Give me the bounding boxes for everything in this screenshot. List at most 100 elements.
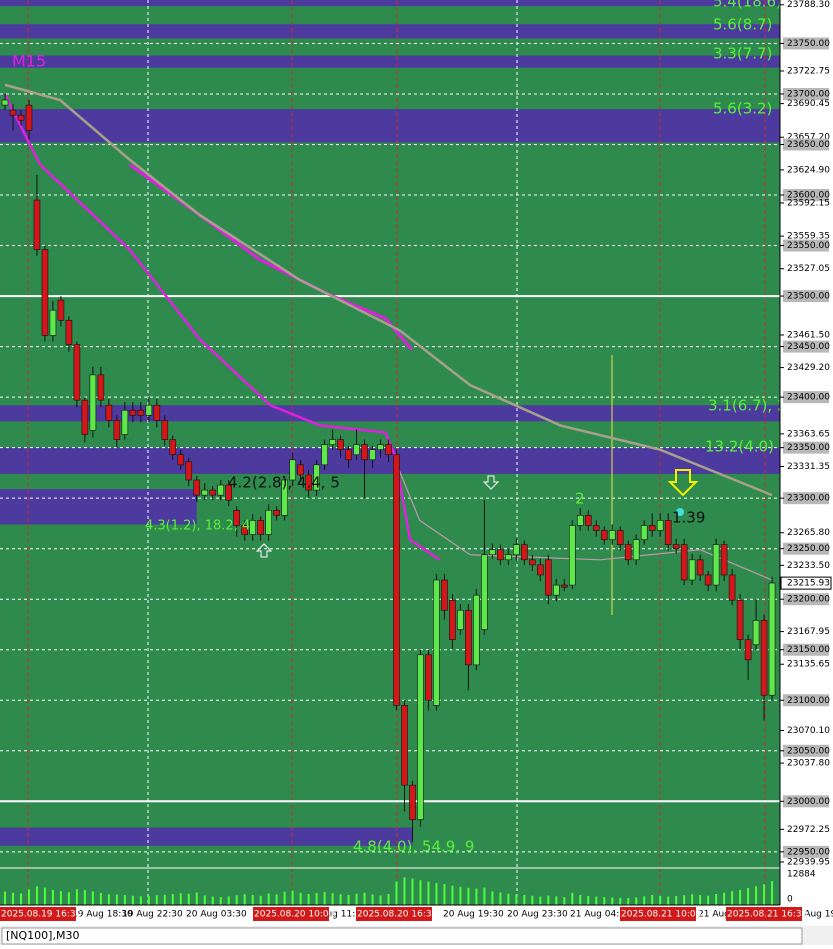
y-tick-label: 23657.20 (787, 133, 830, 143)
session-label: 2025.08.21 10:00 (621, 910, 702, 920)
y-tick-label: 23700.00 (787, 89, 830, 99)
y-tick-label: 23350.00 (787, 443, 830, 453)
candle-body (425, 654, 432, 701)
symbol-tab[interactable] (1, 927, 803, 945)
candle-body (233, 509, 241, 526)
price-zone (0, 827, 413, 846)
candle-body (377, 444, 384, 450)
indicator-line (3, 94, 441, 561)
annotation: 1.39 (672, 509, 705, 527)
candle-body (521, 544, 528, 561)
y-tick-label: 23624.90 (787, 165, 830, 175)
price-axis (780, 0, 833, 925)
up-arrow-marker (255, 543, 273, 558)
y-tick-label: 23592.15 (787, 198, 830, 208)
level-box (783, 845, 829, 858)
candle-body (153, 404, 161, 421)
candle-body (736, 599, 744, 640)
level-box (783, 290, 829, 303)
candle-body (624, 544, 632, 561)
candle-body (161, 420, 169, 440)
y-tick-label: 23450.00 (787, 342, 830, 352)
last-price-label: 23215.93 (787, 579, 830, 589)
x-tick-label: 20 Aug 03:30 (186, 910, 247, 920)
price-zone (0, 55, 780, 68)
volume-tick-label: 0 (787, 895, 793, 905)
indicator-line (394, 459, 773, 581)
candle-body (489, 549, 496, 556)
candle-body (481, 554, 488, 630)
candle-body (41, 249, 49, 336)
timeframe-label: M15 (12, 52, 46, 71)
candle-body (289, 459, 296, 481)
level-box (783, 795, 829, 808)
candle-body (73, 344, 81, 401)
candle-body (576, 515, 584, 526)
candle-body (568, 525, 576, 586)
candle-body (712, 544, 720, 586)
x-tick-label: 20 Aug 23:30 (507, 910, 568, 920)
level-box (783, 744, 829, 757)
candle-body (449, 599, 456, 640)
y-tick-label: 23000.00 (787, 797, 830, 807)
annotation: 4.3(1.2), 18.2, 4 (145, 519, 250, 534)
candle-body (321, 444, 328, 466)
candle-body (768, 582, 776, 696)
level-box (783, 492, 829, 505)
candle-body (209, 489, 217, 496)
candle-body (281, 479, 288, 516)
candle-body (760, 620, 768, 696)
candle-body (81, 399, 89, 435)
y-tick-label: 23650.00 (787, 140, 830, 150)
candle-body (704, 574, 712, 586)
candle-body (393, 454, 400, 706)
candle-body (25, 104, 33, 131)
level-box (783, 239, 829, 252)
down-arrow-marker (482, 475, 500, 490)
candle-body (672, 544, 680, 549)
candle-body (560, 584, 568, 588)
annotation: 5.4(18.6) (713, 0, 782, 11)
candle-body (129, 409, 137, 416)
level-box (783, 542, 829, 555)
candle-body (361, 444, 368, 461)
level-box (783, 37, 829, 50)
candle-body (113, 420, 121, 440)
y-tick-label: 22950.00 (787, 847, 830, 857)
y-tick-label: 23070.10 (787, 726, 830, 736)
candle-body (688, 559, 696, 581)
annotation: 3.1(6.7), 2 (708, 397, 787, 415)
price-zone (0, 489, 197, 525)
level-box (783, 138, 829, 151)
candle-body (305, 474, 312, 491)
x-tick-label: 21 Aug 19:30 (790, 910, 833, 920)
level-box (783, 340, 829, 353)
y-tick-label: 23250.00 (787, 544, 830, 554)
candle-body (417, 654, 424, 820)
level-box (783, 593, 829, 606)
annotation: 5.6(8.7) (713, 16, 772, 34)
candle-body (632, 539, 640, 561)
signal-dot (676, 508, 684, 516)
candle-body (57, 299, 65, 321)
candle-body (616, 530, 624, 545)
level-box (783, 694, 829, 707)
level-box (783, 189, 829, 202)
candle-body (545, 559, 552, 596)
candle-body (1, 99, 9, 106)
candle-body (497, 549, 504, 561)
y-tick-label: 23500.00 (787, 292, 830, 302)
y-tick-label: 23167.95 (787, 627, 830, 637)
candle-body (9, 109, 17, 116)
level-box (783, 441, 829, 454)
candle-body (441, 579, 448, 611)
candle-body (121, 409, 129, 435)
annotation: 4.8(4.0), 54.9, 9 (353, 838, 474, 856)
price-zone (0, 24, 780, 39)
candle-body (457, 610, 464, 630)
session-label: 2025.08.20 10:00 (254, 910, 335, 920)
candle-body (273, 509, 280, 516)
candle-body (433, 579, 440, 706)
annotation: 13.2(4.0) (705, 438, 774, 456)
